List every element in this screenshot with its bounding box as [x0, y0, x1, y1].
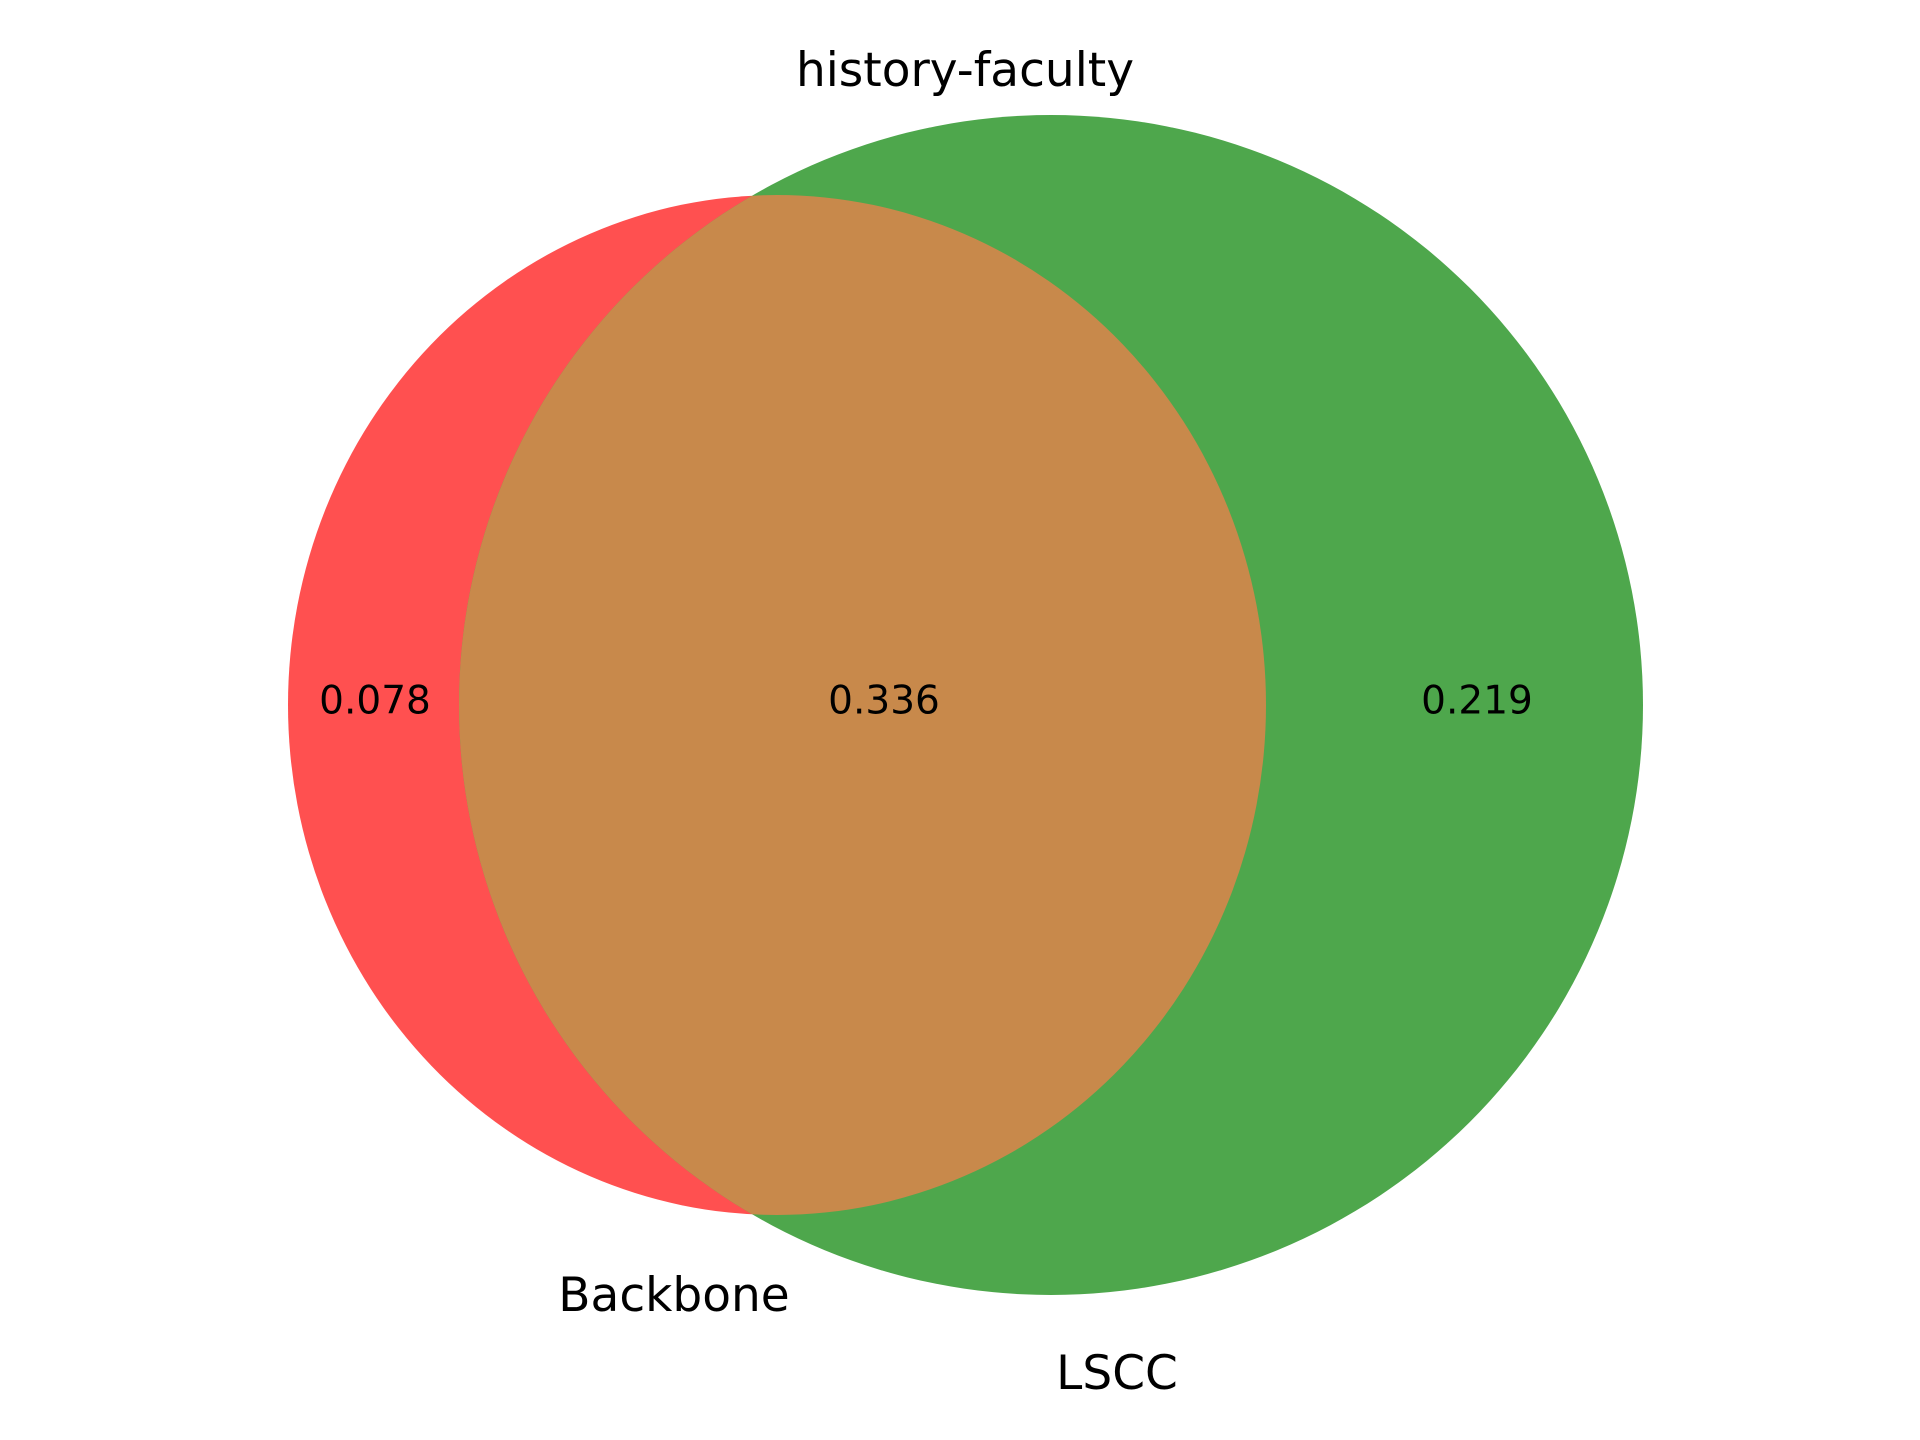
region-label-intersection: 0.336 [828, 679, 940, 724]
region-intersection [459, 195, 1266, 1215]
region-label-only-backbone: 0.078 [319, 679, 431, 724]
chart-title: history-faculty [796, 43, 1134, 98]
set-label-lscc: LSCC [1056, 1346, 1178, 1401]
region-label-only-lscc: 0.219 [1421, 679, 1533, 724]
set-label-backbone: Backbone [558, 1268, 789, 1323]
